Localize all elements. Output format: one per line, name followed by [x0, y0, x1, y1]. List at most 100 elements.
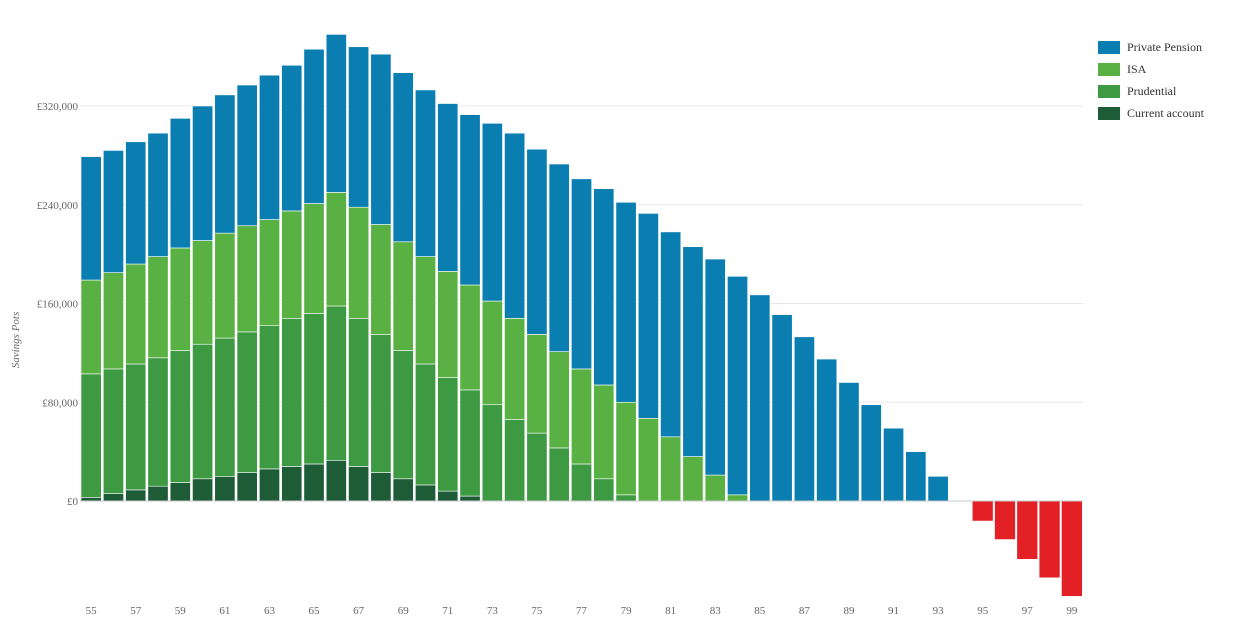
y-tick-label: £160,000 [37, 299, 79, 311]
x-tick-label: 75 [531, 605, 543, 617]
bar-segment-private-pension [905, 451, 927, 502]
legend-swatch [1098, 84, 1120, 98]
x-tick-label: 99 [1066, 605, 1078, 617]
bar-segment-private-pension [147, 132, 169, 257]
bar-segment-shortfall [1017, 501, 1038, 560]
bar-segment-current-account [370, 472, 392, 502]
bar-segment-private-pension [771, 314, 793, 502]
x-tick-label: 79 [621, 605, 633, 617]
bar-segment-isa [147, 256, 169, 359]
bar-segment-prudential [504, 419, 526, 502]
bar-segment-private-pension [860, 404, 882, 502]
bar-segment-private-pension [303, 48, 325, 204]
bar-segment-private-pension [883, 427, 904, 502]
bar-segment-isa [236, 225, 258, 333]
bar-segment-current-account [102, 493, 124, 502]
legend-label: ISA [1127, 61, 1147, 76]
bar-segment-current-account [80, 496, 102, 502]
x-tick-label: 65 [309, 605, 321, 617]
bar-segment-isa [548, 351, 570, 449]
x-tick-label: 93 [933, 605, 945, 617]
x-tick-label: 67 [353, 605, 365, 617]
bar-segment-isa [593, 384, 615, 480]
bar-segment-isa [80, 279, 102, 375]
bar-segment-current-account [325, 459, 347, 502]
bar-segment-current-account [147, 485, 169, 502]
bar-segment-private-pension [682, 246, 704, 457]
bar-segment-private-pension [169, 118, 191, 249]
y-tick-label: £0 [67, 496, 79, 508]
bar-segment-isa [192, 240, 214, 345]
bar-segment-isa [437, 271, 459, 378]
bar-segment-isa [571, 368, 592, 465]
bar-segment-isa [214, 232, 236, 339]
legend-item: Prudential [1098, 80, 1204, 102]
bar-segment-prudential [303, 313, 325, 465]
bar-segment-private-pension [459, 114, 481, 286]
bar-segment-private-pension [281, 64, 303, 212]
bar-segment-isa [303, 203, 325, 314]
bar-segment-prudential [593, 478, 615, 502]
bar-segment-private-pension [192, 105, 214, 241]
bar-segment-prudential [169, 350, 191, 483]
bar-segment-prudential [615, 494, 637, 502]
bar-segment-isa [526, 334, 548, 434]
legend-label: Prudential [1127, 83, 1177, 98]
x-axis-ticks: 55 57 59 61 63 65 67 69 71 73 75 77 79 81 83 85 87 89 91 93… [86, 605, 1078, 617]
bar-segment-prudential [526, 432, 548, 502]
x-tick-label: 73 [487, 605, 499, 617]
bar-segment-isa [415, 256, 436, 365]
bar-segment-isa [370, 224, 392, 335]
bar-segment-prudential [236, 331, 258, 473]
bar-segment-isa [169, 247, 191, 351]
bar-segment-private-pension [816, 358, 838, 502]
y-axis-label: Savings Pots [10, 312, 22, 369]
y-tick-label: £80,000 [42, 397, 78, 409]
bar-segment-private-pension [481, 122, 503, 302]
legend: Private Pension ISA Prudential Current acco… [1098, 36, 1204, 124]
bar-segment-current-account [236, 472, 258, 502]
legend-label: Private Pension [1127, 39, 1202, 54]
bar-segment-prudential [281, 318, 303, 467]
bar-segment-prudential [147, 357, 169, 487]
bar-segment-prudential [392, 350, 414, 480]
bar-segment-current-account [125, 489, 147, 502]
bar-segment-prudential [370, 334, 392, 473]
bar-segment-private-pension [660, 231, 682, 438]
legend-swatch [1098, 62, 1120, 76]
bar-segment-prudential [102, 368, 124, 494]
bar-segment-private-pension [838, 382, 860, 502]
bar-segment-prudential [214, 337, 236, 477]
legend-label: Current account [1127, 105, 1204, 120]
x-tick-label: 91 [888, 605, 899, 617]
bar-segment-private-pension [548, 163, 570, 352]
bar-segment-private-pension [593, 188, 615, 386]
bar-segment-current-account [437, 490, 459, 502]
x-tick-label: 97 [1022, 605, 1034, 617]
x-tick-label: 89 [843, 605, 855, 617]
bar-segment-shortfall [972, 501, 993, 521]
bars [80, 34, 1082, 597]
bar-segment-prudential [125, 363, 147, 491]
bar-segment-private-pension [80, 156, 102, 281]
bar-segment-current-account [348, 466, 370, 502]
bar-segment-isa [637, 417, 659, 502]
legend-item: ISA [1098, 58, 1204, 80]
bar-segment-prudential [548, 447, 570, 502]
bar-segment-current-account [303, 463, 325, 502]
bar-segment-isa [102, 272, 124, 370]
bar-segment-private-pension [526, 148, 548, 335]
bar-segment-private-pension [348, 46, 370, 208]
bar-segment-isa [392, 241, 414, 351]
bar-segment-prudential [192, 343, 214, 480]
x-tick-label: 69 [398, 605, 410, 617]
legend-item: Private Pension [1098, 36, 1204, 58]
bar-segment-private-pension [102, 150, 124, 273]
bar-segment-prudential [80, 373, 102, 498]
bar-segment-isa [325, 192, 347, 307]
x-tick-label: 83 [710, 605, 722, 617]
bar-segment-isa [481, 300, 503, 406]
bar-segment-private-pension [793, 336, 815, 502]
bar-segment-private-pension [637, 213, 659, 419]
